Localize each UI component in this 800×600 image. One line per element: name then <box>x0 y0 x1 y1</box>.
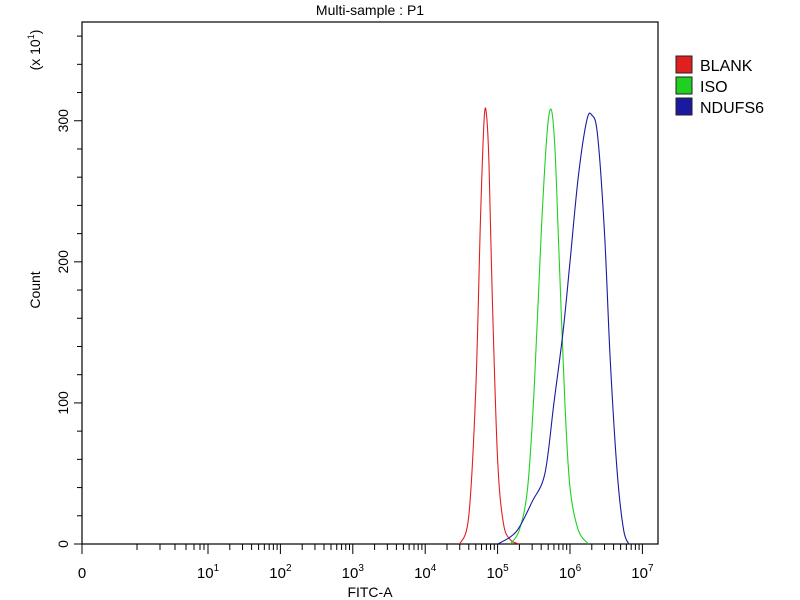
chart-title: Multi-sample : P1 <box>316 2 424 18</box>
x-tick-label: 102 <box>269 563 292 582</box>
y-tick-label: 200 <box>55 250 71 274</box>
legend-swatch-blank <box>675 55 693 74</box>
y-tick-label: 100 <box>55 391 71 415</box>
x-tick-label: 0 <box>78 565 86 582</box>
series-line-ndufs6 <box>497 112 630 545</box>
legend-swatch-iso <box>675 76 693 95</box>
legend-label: NDUFS6 <box>700 100 764 117</box>
y-axis-label: Count <box>27 271 43 308</box>
series-line-blank <box>459 107 520 545</box>
plot-frame <box>81 21 659 545</box>
x-tick-label: 106 <box>559 563 582 582</box>
series-line-iso <box>509 108 589 545</box>
legend-label: BLANK <box>700 58 753 75</box>
x-tick-label: 107 <box>631 563 654 582</box>
legend-swatch-ndufs6 <box>675 97 693 116</box>
y-tick-label: 0 <box>55 540 71 548</box>
y-multiplier-label: (x 101) <box>26 30 43 71</box>
y-tick-label: 300 <box>55 109 71 133</box>
legend-label: ISO <box>700 79 728 96</box>
x-tick-label: 103 <box>342 563 365 582</box>
x-axis-label: FITC-A <box>347 584 393 600</box>
x-tick-label: 105 <box>486 563 509 582</box>
x-tick-label: 101 <box>197 563 220 582</box>
x-tick-label: 104 <box>414 563 437 582</box>
